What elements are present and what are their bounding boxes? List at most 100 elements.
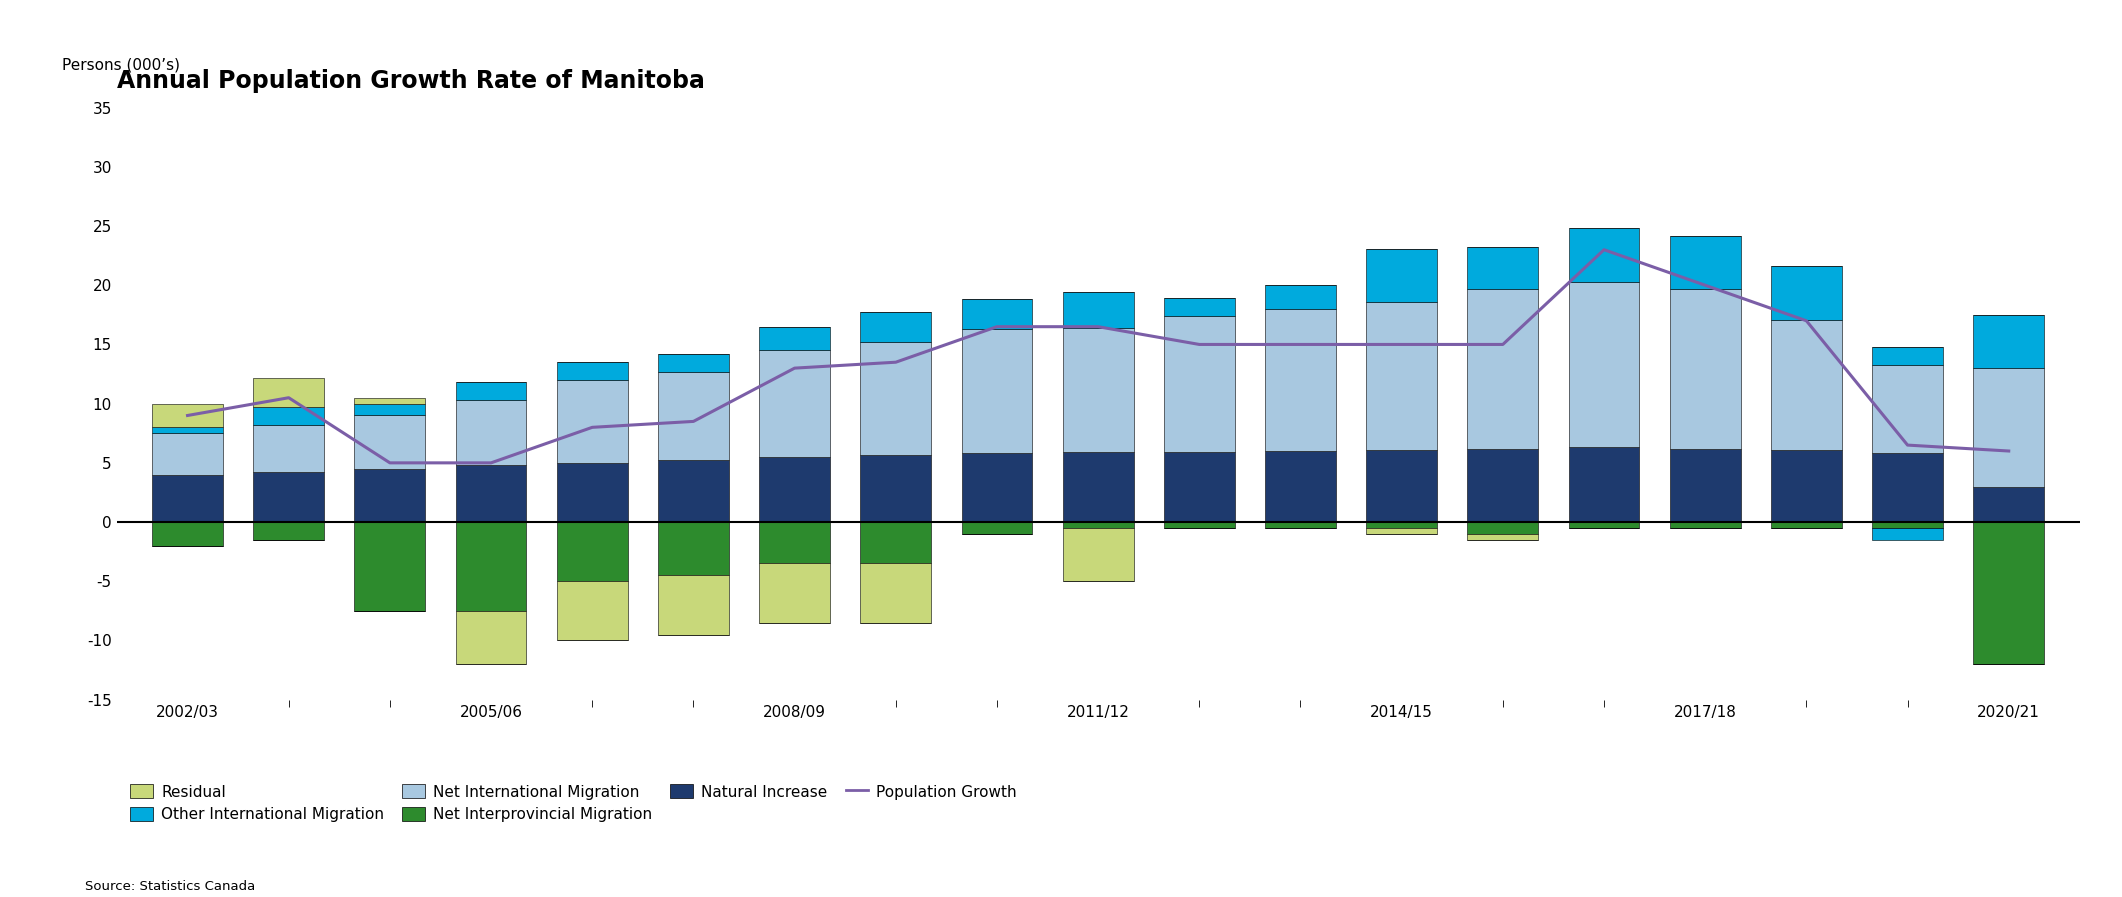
Population Growth <box>1390 339 1415 350</box>
Text: Annual Population Growth Rate of Manitoba: Annual Population Growth Rate of Manitob… <box>117 69 705 93</box>
Population Growth <box>985 321 1010 332</box>
Legend: Residual, Other International Migration, Net International Migration, Net Interp: Residual, Other International Migration,… <box>125 779 1023 828</box>
Bar <box>1063 522 1133 528</box>
Bar <box>1468 534 1538 540</box>
Text: Source: Statistics Canada: Source: Statistics Canada <box>85 880 255 893</box>
Population Growth <box>276 392 301 403</box>
Bar <box>1872 347 1944 364</box>
Population Growth <box>1084 321 1112 332</box>
Bar <box>1568 448 1640 522</box>
Bar <box>1973 368 2043 486</box>
Population Growth <box>1186 339 1212 350</box>
Bar <box>354 397 424 404</box>
Bar <box>760 563 830 623</box>
Bar <box>456 382 526 400</box>
Bar <box>556 522 628 581</box>
Bar <box>1468 522 1538 534</box>
Bar <box>859 342 932 455</box>
Bar <box>1063 528 1133 581</box>
Bar <box>658 460 728 522</box>
Bar <box>354 404 424 415</box>
Bar <box>1163 299 1235 316</box>
Bar <box>1367 449 1437 522</box>
Population Growth <box>1997 446 2022 457</box>
Bar <box>456 400 526 466</box>
Bar <box>1872 522 1944 528</box>
Bar <box>1670 448 1740 522</box>
Bar <box>253 473 325 522</box>
Bar <box>859 563 932 623</box>
Bar <box>1163 452 1235 522</box>
Bar <box>658 371 728 460</box>
Bar <box>556 380 628 463</box>
Bar <box>1872 364 1944 453</box>
Bar <box>1772 319 1842 449</box>
Bar <box>760 351 830 457</box>
Bar <box>153 404 223 427</box>
Bar <box>1973 522 2043 664</box>
Bar <box>1872 528 1944 540</box>
Bar <box>153 427 223 433</box>
Population Growth <box>579 422 605 432</box>
Bar <box>1568 282 1640 448</box>
Bar <box>1670 289 1740 448</box>
Bar <box>1367 248 1437 301</box>
Bar <box>1973 486 2043 522</box>
Bar <box>1265 522 1337 528</box>
Population Growth <box>1490 339 1515 350</box>
Bar <box>1265 309 1337 451</box>
Bar <box>253 522 325 540</box>
Bar <box>658 575 728 634</box>
Bar <box>1367 301 1437 449</box>
Line: Population Growth: Population Growth <box>187 249 2010 463</box>
Bar <box>1670 522 1740 528</box>
Bar <box>1772 449 1842 522</box>
Bar <box>760 457 830 522</box>
Bar <box>1265 451 1337 522</box>
Bar <box>961 300 1033 329</box>
Bar <box>1063 328 1133 452</box>
Bar <box>1468 448 1538 522</box>
Bar <box>556 463 628 522</box>
Bar <box>859 312 932 342</box>
Bar <box>1265 285 1337 309</box>
Bar <box>1568 229 1640 282</box>
Population Growth <box>781 362 806 373</box>
Bar <box>1063 292 1133 328</box>
Bar <box>1367 522 1437 528</box>
Bar <box>456 611 526 664</box>
Bar <box>354 469 424 522</box>
Bar <box>760 522 830 563</box>
Bar <box>153 433 223 475</box>
Bar <box>253 407 325 425</box>
Bar <box>556 581 628 640</box>
Bar <box>354 415 424 469</box>
Bar <box>1468 289 1538 448</box>
Population Growth <box>681 416 707 427</box>
Bar <box>153 475 223 522</box>
Bar <box>658 354 728 371</box>
Bar <box>1670 236 1740 289</box>
Population Growth <box>477 457 503 468</box>
Bar <box>1163 316 1235 452</box>
Bar <box>253 425 325 473</box>
Bar <box>961 522 1033 534</box>
Bar <box>1468 248 1538 289</box>
Bar <box>658 522 728 575</box>
Bar <box>253 378 325 407</box>
Text: Persons (000’s): Persons (000’s) <box>62 57 180 72</box>
Population Growth <box>1592 244 1617 255</box>
Population Growth <box>1895 440 1920 450</box>
Bar <box>859 455 932 522</box>
Bar <box>1973 315 2043 368</box>
Population Growth <box>883 357 908 368</box>
Population Growth <box>1793 316 1819 327</box>
Bar <box>1367 528 1437 534</box>
Bar <box>961 329 1033 453</box>
Population Growth <box>1288 339 1314 350</box>
Bar <box>1063 452 1133 522</box>
Bar <box>456 522 526 611</box>
Bar <box>961 453 1033 522</box>
Bar <box>1163 522 1235 528</box>
Bar <box>1772 522 1842 528</box>
